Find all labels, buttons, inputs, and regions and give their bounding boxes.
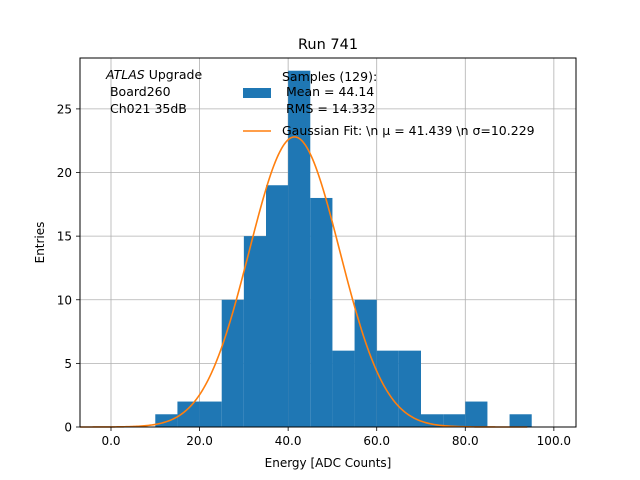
chart-title: Run 741 (298, 37, 358, 53)
histogram-bar (177, 401, 200, 427)
x-axis-label: Energy [ADC Counts] (265, 456, 392, 470)
bar-layer (155, 70, 532, 428)
legend-fit-label: Gaussian Fit: \n μ = 41.439 \n σ=10.229 (282, 123, 535, 138)
histogram-bar (354, 299, 377, 427)
x-tick-label: 0.0 (101, 434, 120, 448)
annotation-channel: Ch021 35dB (106, 101, 187, 116)
axis-layer: 0.0 20.0 40.0 60.0 80.0 100.0 0 5 10 15 20 25 (57, 102, 571, 448)
plot-frame (79, 57, 577, 428)
histogram-bar (288, 70, 311, 428)
y-tick-label: 20 (57, 166, 72, 180)
legend-hist-line1: Samples (129): (282, 69, 377, 84)
annotation-board: Board260 (106, 84, 171, 99)
x-tick-label: 100.0 (537, 434, 571, 448)
histogram-bar (243, 236, 266, 427)
fit-layer (80, 136, 528, 428)
histogram-bar (155, 414, 178, 427)
annotation-experiment: ATLAS Upgrade (105, 67, 202, 82)
histogram-bar (509, 414, 532, 427)
annotation-experiment-rest: Upgrade (145, 67, 203, 82)
y-tick-label: 25 (57, 102, 72, 116)
legend-hist-line3: RMS = 14.332 (282, 101, 376, 116)
y-tick-label: 5 (64, 357, 72, 371)
histogram-bar (376, 350, 399, 427)
x-tick-label: 40.0 (275, 434, 302, 448)
histogram-bar (266, 185, 289, 427)
x-tick-label: 80.0 (452, 434, 479, 448)
histogram-bar (398, 350, 421, 427)
histogram-bar (199, 401, 222, 427)
x-tick-label: 20.0 (186, 434, 213, 448)
x-tick-label: 60.0 (363, 434, 390, 448)
y-tick-label: 10 (57, 293, 72, 307)
legend-hist-line2: Mean = 44.14 (282, 84, 374, 99)
histogram-bar (421, 414, 444, 427)
histogram-bar (310, 197, 333, 427)
annotation-box: ATLAS Upgrade Board260 Ch021 35dB (105, 67, 202, 116)
y-tick-label: 0 (64, 421, 72, 435)
gaussian-fit-line (80, 136, 528, 428)
y-axis-label: Entries (33, 222, 47, 264)
histogram-bar (443, 414, 466, 427)
histogram-bar (221, 299, 244, 427)
legend: Samples (129): Mean = 44.14 RMS = 14.332… (243, 69, 535, 138)
y-tick-label: 15 (57, 230, 72, 244)
annotation-experiment-italic: ATLAS (105, 67, 145, 82)
histogram-bar (332, 350, 355, 427)
legend-hist-swatch (243, 88, 271, 98)
histogram-bar (465, 401, 488, 427)
